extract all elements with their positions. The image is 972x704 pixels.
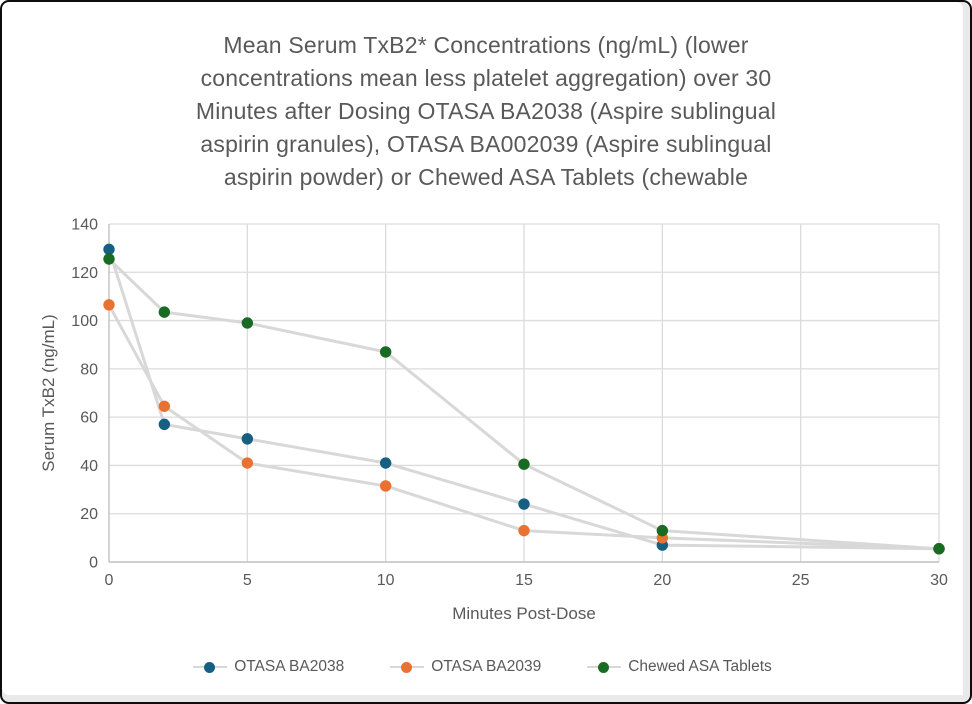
chart-title-line: aspirin granules), OTASA BA002039 (Aspir…: [200, 131, 772, 157]
legend-label: OTASA BA2039: [431, 658, 542, 675]
data-point-marker: [103, 299, 115, 311]
legend-item: OTASA BA2039: [390, 658, 541, 676]
y-tick-label: 0: [89, 555, 98, 572]
legend-marker-icon: [193, 661, 228, 673]
data-point-marker: [158, 306, 171, 318]
data-point-marker: [379, 346, 392, 358]
legend-item: OTASA BA2038: [193, 658, 344, 676]
y-tick-label: 100: [71, 313, 98, 330]
data-point-marker: [241, 317, 254, 329]
data-point-marker: [656, 524, 669, 537]
data-point-marker: [158, 400, 171, 412]
x-tick-label: 10: [377, 572, 395, 589]
legend-item: Chewed ASA Tablets: [587, 658, 772, 676]
y-tick-label: 40: [80, 458, 98, 475]
data-point-marker: [103, 243, 115, 256]
data-point-marker: [241, 457, 254, 469]
chart-title: Mean Serum TxB2* Concentrations (ng/mL) …: [42, 29, 930, 194]
legend-label: OTASA BA2038: [234, 658, 345, 675]
chart-title-line: aspirin powder) or Chewed ASA Tablets (c…: [223, 164, 749, 190]
x-tick-label: 20: [653, 572, 671, 589]
data-point-marker: [103, 253, 115, 265]
y-tick-label: 120: [71, 265, 98, 282]
y-tick-label: 20: [80, 506, 98, 523]
legend: OTASA BA2038 OTASA BA2039 Chewed ASA Tab…: [2, 658, 963, 676]
chart-title-line: concentrations mean less platelet aggreg…: [200, 65, 772, 91]
data-point-marker: [518, 498, 530, 510]
data-point-marker: [933, 543, 945, 555]
data-point-marker: [518, 458, 530, 470]
x-tick-label: 5: [243, 572, 252, 589]
y-tick-label: 60: [80, 410, 98, 427]
legend-marker-icon: [587, 661, 622, 673]
data-point-marker: [379, 480, 392, 492]
data-point-marker: [241, 433, 254, 445]
x-tick-label: 15: [515, 572, 533, 589]
x-axis-title: Minutes Post-Dose: [452, 604, 596, 623]
x-tick-label: 0: [105, 572, 114, 589]
y-tick-label: 140: [71, 217, 98, 234]
y-axis-title: Serum TxB2 (ng/mL): [39, 314, 58, 472]
data-point-marker: [518, 524, 530, 537]
x-tick-label: 25: [792, 572, 810, 589]
legend-label: Chewed ASA Tablets: [628, 658, 772, 675]
chart-title-line: Mean Serum TxB2* Concentrations (ng/mL) …: [223, 32, 749, 58]
data-point-marker: [379, 457, 392, 469]
data-point-marker: [158, 418, 171, 431]
x-tick-label: 30: [930, 572, 948, 589]
chart-title-line: Minutes after Dosing OTASA BA2038 (Aspir…: [195, 98, 777, 124]
y-tick-label: 80: [80, 361, 98, 378]
legend-marker-icon: [390, 661, 425, 673]
